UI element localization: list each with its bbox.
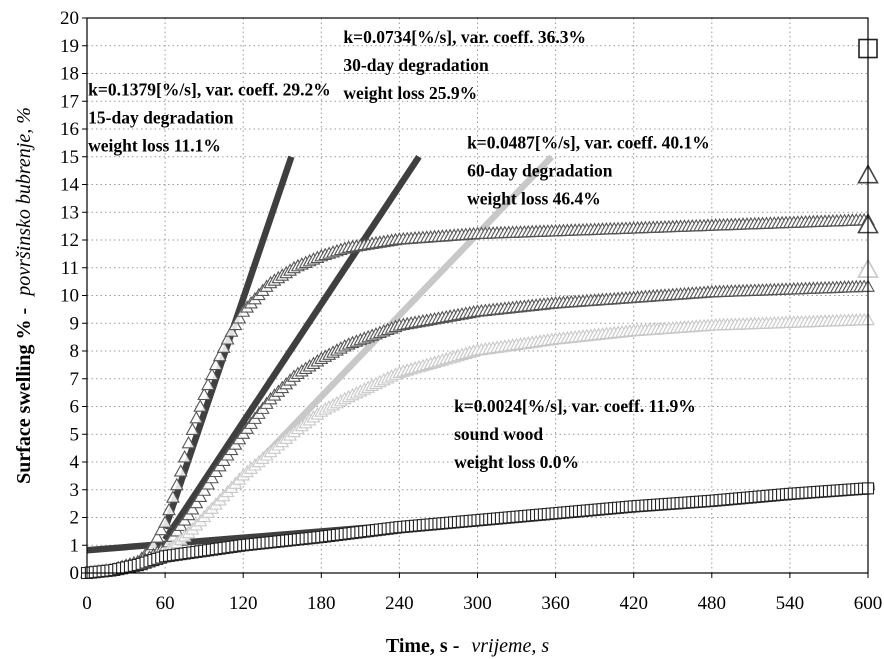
y-tick-label: 8 bbox=[70, 341, 80, 362]
y-tick-label: 19 bbox=[60, 36, 79, 57]
x-tick-label: 240 bbox=[385, 593, 414, 614]
data-point bbox=[197, 387, 212, 401]
annotation-line: k=0.0734[%/s], var. coeff. 36.3% bbox=[343, 27, 586, 47]
y-tick-label: 12 bbox=[60, 230, 79, 251]
y-tick-label: 15 bbox=[60, 147, 79, 168]
y-tick-label: 17 bbox=[60, 91, 79, 112]
y-tick-label: 2 bbox=[70, 508, 80, 529]
y-tick-label: 18 bbox=[60, 64, 79, 85]
x-tick-label: 600 bbox=[854, 593, 883, 614]
data-point bbox=[162, 502, 176, 516]
x-tick-label: 420 bbox=[619, 593, 648, 614]
data-point bbox=[197, 483, 212, 496]
data-point bbox=[185, 422, 200, 436]
annotation-line: 60-day degradation bbox=[467, 160, 613, 180]
x-tick-label: 0 bbox=[82, 593, 92, 614]
annotation-line: weight loss 25.9% bbox=[343, 83, 477, 103]
data-point bbox=[212, 348, 227, 362]
data-point bbox=[228, 317, 243, 331]
axis-titles: Time, s - vrijeme, s Surface swelling % … bbox=[13, 107, 549, 657]
annotation-line: k=0.1379[%/s], var. coeff. 29.2% bbox=[88, 80, 331, 100]
y-axis-title: Surface swelling % - površinsko bubrenje… bbox=[13, 107, 35, 484]
data-point bbox=[201, 377, 215, 391]
annotation-line: k=0.0487[%/s], var. coeff. 40.1% bbox=[467, 132, 710, 152]
y-tick-label: 16 bbox=[60, 119, 79, 140]
annotations: k=0.1379[%/s], var. coeff. 29.2% 15-day d… bbox=[88, 27, 710, 472]
y-tick-label: 5 bbox=[70, 424, 80, 445]
y-tick-label: 9 bbox=[70, 313, 80, 334]
data-point bbox=[189, 495, 204, 509]
y-axis-title-italic: površinsko bubrenje, % bbox=[13, 107, 35, 298]
x-axis-title-main: Time, s - bbox=[386, 635, 460, 657]
x-tick-label: 60 bbox=[156, 593, 175, 614]
data-point bbox=[220, 332, 235, 345]
y-tick-label: 6 bbox=[70, 397, 80, 418]
x-axis-title: Time, s - vrijeme, s bbox=[386, 635, 549, 657]
x-tick-label: 540 bbox=[776, 593, 805, 614]
annotation-line: 15-day degradation bbox=[88, 108, 234, 128]
y-tick-label: 14 bbox=[60, 175, 80, 196]
annotation-line: weight loss 0.0% bbox=[454, 452, 579, 472]
y-tick-label: 7 bbox=[70, 369, 80, 390]
data-point bbox=[193, 399, 208, 412]
data-point bbox=[169, 477, 184, 491]
data-point bbox=[181, 435, 196, 449]
x-tick-label: 120 bbox=[229, 593, 258, 614]
annotation-line: 30-day degradation bbox=[343, 55, 489, 75]
y-tick-label: 13 bbox=[60, 202, 79, 223]
y-tick-label: 11 bbox=[61, 258, 79, 279]
annotation-line: sound wood bbox=[454, 424, 543, 444]
annotation-line: k=0.0024[%/s], var. coeff. 11.9% bbox=[454, 396, 696, 416]
data-point bbox=[224, 324, 239, 337]
data-point bbox=[158, 515, 173, 528]
annotation-line: weight loss 46.4% bbox=[467, 188, 601, 208]
x-axis-title-italic: vrijeme, s bbox=[471, 635, 549, 657]
y-tick-label: 10 bbox=[60, 286, 79, 307]
x-tick-label: 480 bbox=[698, 593, 727, 614]
fit-line bbox=[162, 154, 422, 542]
data-point bbox=[154, 522, 169, 536]
y-tick-label: 20 bbox=[60, 8, 79, 29]
data-point bbox=[189, 410, 204, 424]
data-point bbox=[173, 464, 188, 477]
data-point bbox=[165, 490, 180, 503]
data-point bbox=[205, 367, 219, 381]
data-point bbox=[208, 357, 223, 371]
data-point bbox=[193, 489, 208, 503]
data-point bbox=[232, 310, 247, 324]
x-tick-label: 180 bbox=[307, 593, 336, 614]
y-tick-label: 4 bbox=[70, 452, 80, 473]
x-tick-label: 360 bbox=[541, 593, 570, 614]
data-point bbox=[216, 340, 231, 353]
x-tick-label: 300 bbox=[463, 593, 492, 614]
data-point bbox=[150, 530, 165, 543]
y-tick-label: 1 bbox=[70, 535, 80, 556]
data-point bbox=[177, 450, 192, 463]
data-point bbox=[205, 470, 219, 484]
annotation-line: weight loss 11.1% bbox=[88, 136, 221, 156]
data-point bbox=[201, 477, 215, 490]
y-tick-label: 0 bbox=[70, 563, 80, 584]
y-axis-title-main: Surface swelling % - bbox=[13, 308, 35, 484]
y-tick-label: 3 bbox=[70, 480, 80, 501]
data-point bbox=[185, 502, 200, 515]
